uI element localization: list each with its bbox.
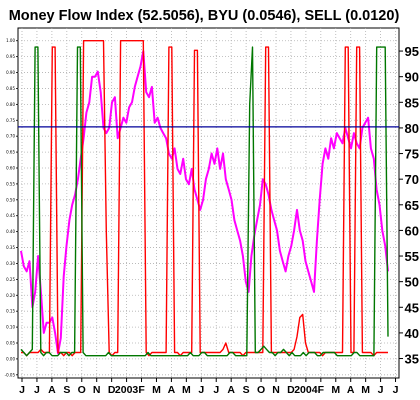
right-tick-label: 40 [405, 326, 419, 341]
x-tick-label: A [48, 384, 56, 396]
x-tick-label: D [108, 384, 116, 396]
x-tick-label: S [243, 384, 250, 396]
x-tick-label: N [272, 384, 280, 396]
left-tick-label: 0.50 [6, 197, 15, 202]
right-tick-label: 45 [405, 300, 419, 315]
plot-layer [18, 40, 399, 357]
left-tick-label: 0.75 [6, 118, 15, 123]
left-tick-label: 0.90 [6, 70, 15, 75]
series-line-2 [20, 46, 389, 357]
left-tick-label: 1.00 [6, 38, 15, 43]
right-tick-label: 60 [405, 223, 419, 238]
x-tick-label: M [152, 384, 161, 396]
left-tick-label: 0.80 [6, 102, 15, 107]
left-tick-label: 0.45 [6, 213, 15, 218]
x-tick-label: F [138, 384, 145, 396]
right-tick-label: 55 [405, 249, 419, 264]
x-tick-label: 2004 [294, 384, 318, 396]
x-tick-label: S [63, 384, 70, 396]
x-tick-label: A [168, 384, 176, 396]
x-tick-label: O [257, 384, 265, 396]
x-tick-label: 2003 [115, 384, 139, 396]
right-tick-label: 50 [405, 275, 419, 290]
chart-title: Money Flow Index (52.5056), BYU (0.0546)… [9, 8, 400, 24]
left-tick-label: 0.10 [6, 325, 15, 330]
x-tick-label: M [182, 384, 191, 396]
right-tick-label: 85 [405, 95, 419, 110]
x-tick-label: M [361, 384, 370, 396]
x-tick-label: J [378, 384, 384, 396]
right-tick-label: 90 [405, 70, 419, 85]
right-tick-label: 35 [405, 352, 419, 367]
right-tick-label: 80 [405, 121, 419, 136]
left-tick-label: 0.60 [6, 166, 15, 171]
right-tick-label: 65 [405, 198, 419, 213]
right-tick-label: 95 [405, 44, 419, 59]
left-tick-label: 0.65 [6, 150, 15, 155]
x-tick-label: A [227, 384, 235, 396]
left-tick-label: 0.20 [6, 293, 15, 298]
left-tick-label: -0.05 [5, 372, 16, 377]
x-tick-label: O [78, 384, 86, 396]
left-tick-label: 0.40 [6, 229, 15, 234]
x-tick-label: J [393, 384, 399, 396]
left-tick-label: 0.30 [6, 261, 15, 266]
left-tick-label: 0.95 [6, 54, 15, 59]
x-tick-label: J [19, 384, 25, 396]
left-tick-label: 0.15 [6, 309, 15, 314]
left-tick-label: 0.85 [6, 86, 15, 91]
left-tick-label: 0.70 [6, 134, 15, 139]
x-tick-label: J [198, 384, 204, 396]
x-tick-label: J [34, 384, 40, 396]
left-tick-label: 0.55 [6, 181, 15, 186]
x-tick-label: N [93, 384, 101, 396]
left-tick-label: 0.25 [6, 277, 15, 282]
axis-layer: J J A S O N D 2003 F M A M J J A S O N D 2004 F M A M J J1.000.95… [5, 38, 419, 396]
x-tick-label: D [287, 384, 295, 396]
right-tick-label: 70 [405, 172, 419, 187]
left-tick-label: 0.35 [6, 245, 15, 250]
x-tick-label: J [213, 384, 219, 396]
left-tick-label: 0.00 [6, 356, 15, 361]
right-tick-label: 75 [405, 147, 419, 162]
x-tick-label: F [318, 384, 325, 396]
x-tick-label: A [347, 384, 355, 396]
left-tick-label: 0.05 [6, 341, 15, 346]
x-tick-label: M [331, 384, 340, 396]
